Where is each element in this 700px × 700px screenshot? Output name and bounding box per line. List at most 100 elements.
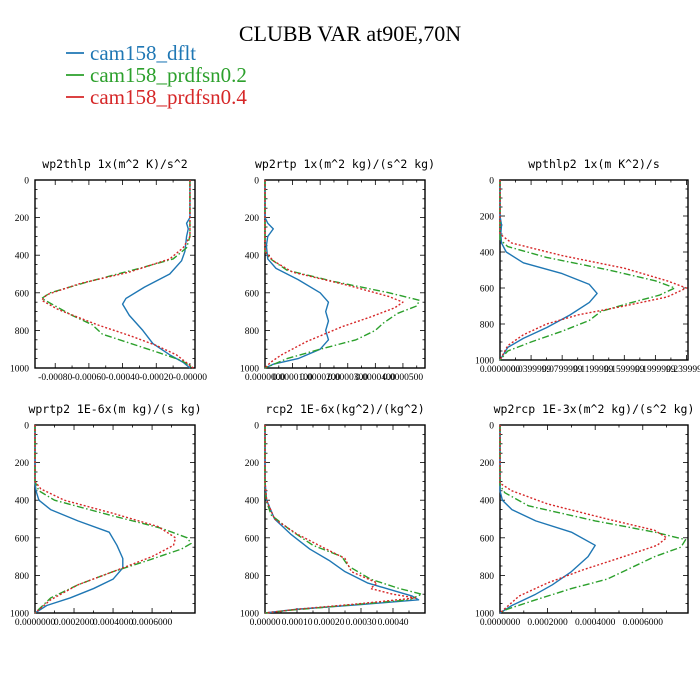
y-tick-label: 400: [480, 249, 495, 259]
plot-frame: [264, 424, 426, 614]
y-tick-label: 0: [254, 177, 259, 187]
y-tick-label: 800: [245, 572, 260, 582]
x-tick-label: 0.0000400: [355, 373, 396, 383]
x-tick-label: 0.1999999: [635, 365, 676, 375]
panel-title: wprtp2 1E-6x(m kg)/(s kg): [28, 402, 201, 416]
y-tick-label: 0: [24, 422, 29, 432]
x-tick-label: 0.0000000: [15, 618, 56, 628]
plot-frame: [499, 179, 689, 361]
panel-title: wpthlp2 1x(m K^2)/s: [528, 157, 660, 171]
x-tick-label: 0.0000000: [480, 618, 521, 628]
y-tick-label: 1000: [240, 365, 259, 375]
x-tick-label: 0.0399999: [511, 365, 552, 375]
legend: cam158_dflt cam158_prdfsn0.2 cam158_prdf…: [66, 41, 247, 109]
y-tick-label: 400: [15, 252, 30, 262]
x-tick-label: 0.00030: [346, 618, 377, 628]
x-tick-label: 0.00010: [282, 618, 313, 628]
y-tick-label: 400: [480, 497, 495, 507]
legend-label-prdfsn0.4: cam158_prdfsn0.4: [90, 85, 247, 109]
legend-entry-prdfsn0.4: cam158_prdfsn0.4: [66, 85, 247, 109]
y-tick-label: 1000: [475, 357, 494, 367]
legend-label-dflt: cam158_dflt: [90, 41, 196, 65]
plot-frame: [499, 424, 689, 614]
panel-5: rcp2 1E-6x(kg^2)/(kg^2) 0 200 400 600 800 1000…: [240, 402, 426, 628]
x-tick-label: -0.00080: [38, 373, 72, 383]
y-tick-label: 0: [254, 422, 259, 432]
x-tick-label: 0.0000500: [383, 373, 424, 383]
series-line-cam158_prdfsn0.2: [499, 425, 687, 614]
x-tick-label: 0.0002000: [54, 618, 95, 628]
y-tick-label: 600: [15, 534, 30, 544]
series-line-cam158_prdfsn0.2: [499, 180, 676, 361]
panel-2: wp2rtp 1x(m^2 kg)/(s^2 kg) 0 200 400 600 800 1…: [240, 157, 435, 383]
legend-entry-prdfsn0.2: cam158_prdfsn0.2: [66, 63, 247, 87]
x-tick-label: 0.0006000: [132, 618, 173, 628]
y-tick-label: 200: [15, 214, 30, 224]
x-tick-label: 0.0000200: [300, 373, 341, 383]
x-tick-label: 0.1199999: [573, 365, 613, 375]
x-tick-label: 0.0799999: [542, 365, 583, 375]
legend-entry-dflt: cam158_dflt: [66, 41, 196, 65]
y-tick-label: 0: [489, 422, 494, 432]
y-tick-label: 200: [245, 214, 260, 224]
y-tick-label: 600: [480, 534, 495, 544]
x-tick-label: 0.0006000: [623, 618, 664, 628]
y-tick-label: 200: [15, 459, 30, 469]
y-tick-label: 200: [480, 213, 495, 223]
panel-title: wp2rtp 1x(m^2 kg)/(s^2 kg): [255, 157, 435, 171]
y-tick-label: 1000: [10, 610, 29, 620]
x-tick-label: 0.00000: [250, 618, 281, 628]
x-tick-label: 0.0000300: [328, 373, 369, 383]
x-tick-label: -0.00060: [72, 373, 106, 383]
y-tick-label: 800: [15, 572, 30, 582]
series-line-cam158_prdfsn0.2: [264, 180, 421, 369]
panel-title: wp2rcp 1E-3x(m^2 kg)/(s^2 kg): [494, 402, 695, 416]
y-tick-label: 0: [24, 177, 29, 187]
plot-frame: [34, 424, 196, 614]
series-line-cam158_prdfsn0.4: [499, 180, 688, 361]
x-tick-label: -0.00020: [139, 373, 173, 383]
series-line-cam158_dflt: [499, 425, 596, 614]
series-line-cam158_prdfsn0.4: [264, 425, 417, 614]
x-tick-label: 0.0004000: [93, 618, 134, 628]
series-line-cam158_dflt: [34, 425, 124, 614]
series-line-cam158_prdfsn0.4: [34, 425, 177, 614]
y-tick-label: 400: [245, 252, 260, 262]
series-line-cam158_prdfsn0.4: [41, 180, 194, 369]
y-tick-label: 1000: [475, 610, 494, 620]
panel-1: wp2thlp 1x(m^2 K)/s^2 0 200 400 600 800 1000 -0…: [10, 157, 207, 383]
y-tick-label: 1000: [240, 610, 259, 620]
x-tick-label: 0.2399999: [666, 365, 700, 375]
y-tick-label: 800: [480, 321, 495, 331]
x-tick-label: 0.0000000: [480, 365, 521, 375]
y-tick-label: 800: [15, 327, 30, 337]
panel-3: wpthlp2 1x(m K^2)/s 0 200 400 600 800 10000.00…: [475, 157, 700, 375]
series-line-cam158_prdfsn0.2: [34, 425, 192, 614]
x-tick-label: 0.00040: [378, 618, 409, 628]
series-line-cam158_dflt: [121, 180, 191, 369]
y-tick-label: 400: [15, 497, 30, 507]
y-tick-label: 600: [245, 534, 260, 544]
y-tick-label: 800: [480, 572, 495, 582]
x-tick-label: 0.0004000: [575, 618, 616, 628]
y-tick-label: 600: [480, 285, 495, 295]
y-tick-label: 400: [245, 497, 260, 507]
series-line-cam158_dflt: [264, 180, 330, 369]
x-tick-label: 0.1599999: [604, 365, 645, 375]
panel-6: wp2rcp 1E-3x(m^2 kg)/(s^2 kg)0 200 400 600 8…: [475, 402, 694, 628]
x-tick-label: -0.00040: [106, 373, 140, 383]
plot-frame: [264, 179, 426, 369]
legend-label-prdfsn0.2: cam158_prdfsn0.2: [90, 63, 247, 87]
series-line-cam158_dflt: [499, 180, 598, 361]
series-line-cam158_prdfsn0.2: [41, 180, 194, 369]
series-line-cam158_prdfsn0.4: [264, 180, 404, 369]
x-tick-label: 0.0000100: [272, 373, 313, 383]
y-tick-label: 800: [245, 327, 260, 337]
panel-4: wprtp2 1E-6x(m kg)/(s kg) 0 200 400 600 800 10…: [10, 402, 202, 628]
y-tick-label: 600: [15, 289, 30, 299]
panels: wp2thlp 1x(m^2 K)/s^2 0 200 400 600 800 1000 -0…: [10, 157, 700, 628]
y-tick-label: 0: [489, 177, 494, 187]
x-tick-label: -0.00000: [173, 373, 207, 383]
series-line-cam158_prdfsn0.4: [499, 425, 668, 614]
